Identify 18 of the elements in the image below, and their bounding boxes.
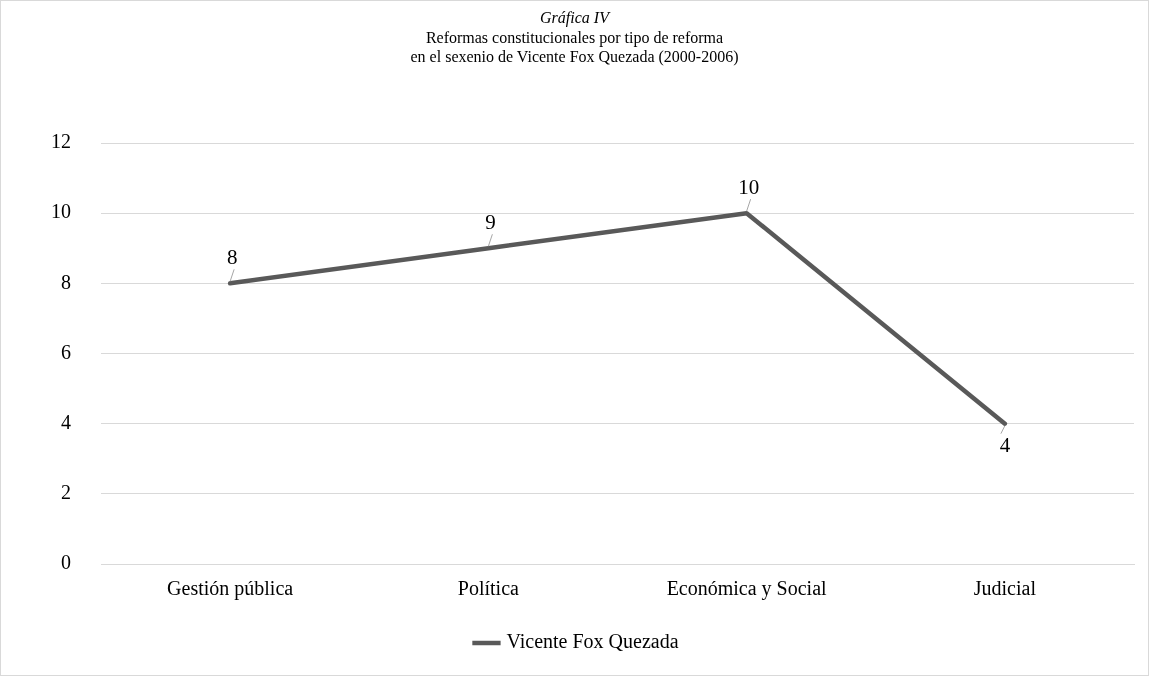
data-label: 10 — [738, 175, 760, 200]
legend-label: Vicente Fox Quezada — [506, 630, 679, 653]
x-tick-label: Política — [457, 577, 520, 600]
y-tick-label: 6 — [61, 340, 71, 363]
y-tick-label: 10 — [51, 200, 71, 223]
y-tick-label: 2 — [61, 481, 71, 504]
x-tick-label: Judicial — [973, 577, 1037, 600]
data-label: 8 — [226, 245, 238, 270]
chart-title: Gráfica IV — [539, 9, 612, 27]
data-label: 9 — [485, 210, 496, 235]
chart-subtitle: Reformas constitucionales por tipo de reforma en el sexenio de Vicente Fox Quezada (2000-2006) — [409, 28, 740, 66]
y-tick-label: 0 — [61, 551, 71, 574]
y-tick-label: 4 — [61, 410, 71, 433]
x-tick-label: Económica y Social — [666, 577, 828, 601]
y-tick-label: 12 — [51, 130, 71, 153]
y-tick-label: 8 — [61, 270, 71, 293]
data-label: 4 — [999, 432, 1011, 457]
x-tick-label: Gestión pública — [167, 577, 294, 601]
